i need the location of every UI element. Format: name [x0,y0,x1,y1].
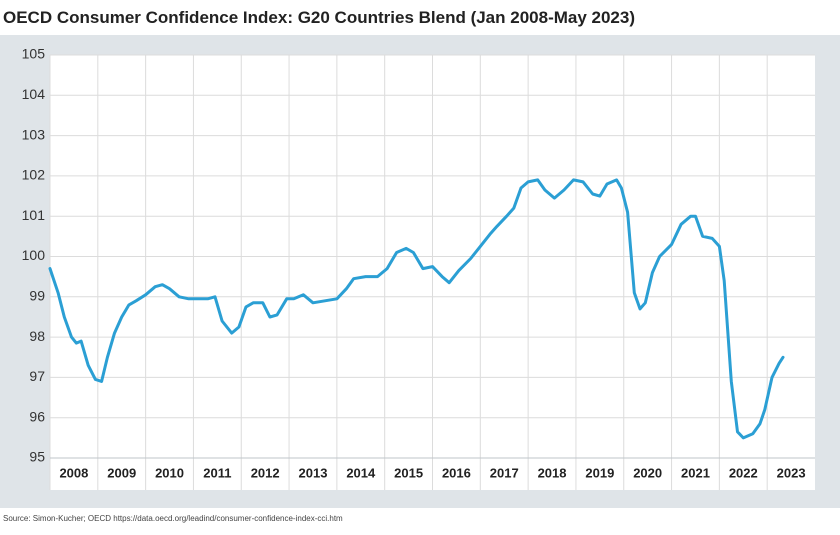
y-tick-label: 103 [22,126,46,142]
y-tick-label: 101 [22,207,46,223]
x-tick-label: 2012 [251,465,280,480]
y-tick-label: 99 [29,288,45,304]
source: Source: Simon-Kucher; OECD https://data.… [3,514,343,523]
y-tick-label: 96 [29,408,45,424]
x-tick-label: 2018 [538,465,567,480]
y-tick-label: 97 [29,368,45,384]
chart-title: OECD Consumer Confidence Index: G20 Coun… [3,8,635,27]
x-tick-label: 2009 [107,465,136,480]
x-tick-label: 2020 [633,465,662,480]
x-tick-label: 2017 [490,465,519,480]
y-tick-label: 102 [22,167,46,183]
x-tick-label: 2013 [299,465,328,480]
x-tick-label: 2008 [59,465,88,480]
line-series [48,178,785,440]
x-tick-label: 2019 [585,465,614,480]
x-tick-label: 2015 [394,465,423,480]
x-tick-label: 2022 [729,465,758,480]
y-tick-label: 100 [22,247,46,263]
x-tick-label: 2010 [155,465,184,480]
x-tick-label: 2016 [442,465,471,480]
y-tick-label: 105 [22,46,46,62]
x-tick-label: 2014 [346,465,376,480]
y-tick-label: 95 [29,449,45,465]
x-tick-label: 2021 [681,465,710,480]
y-tick-label: 98 [29,328,45,344]
y-tick-label: 104 [22,86,46,102]
x-tick-label: 2011 [203,465,231,480]
x-tick-label: 2023 [777,465,806,480]
